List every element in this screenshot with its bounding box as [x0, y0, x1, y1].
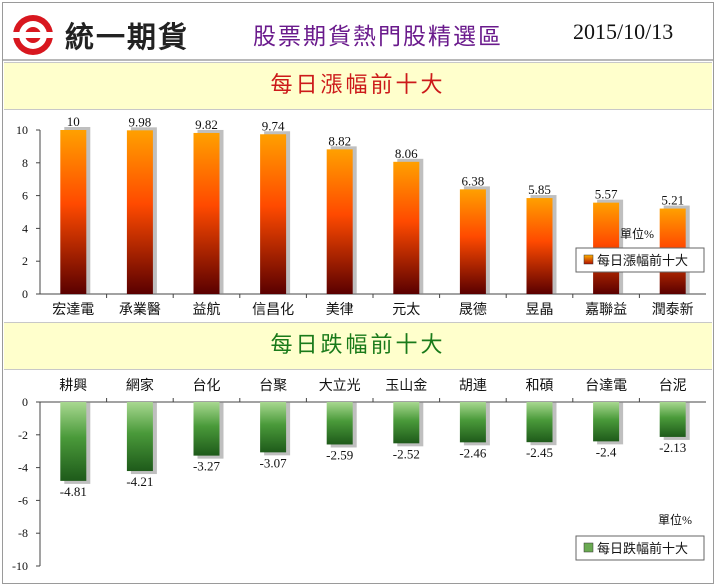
y-tick-label: 4: [22, 221, 28, 235]
value-label: -4.21: [126, 474, 153, 489]
value-label: -2.52: [393, 446, 420, 461]
value-label: -3.07: [260, 455, 288, 470]
bar-大立光: [326, 402, 353, 445]
bar-元太: [393, 161, 420, 294]
value-label: -2.59: [326, 447, 353, 462]
value-label: -2.46: [459, 445, 487, 460]
value-label: 5.21: [661, 193, 684, 208]
y-tick-label: -2: [18, 428, 28, 442]
category-label: 元太: [392, 302, 420, 318]
bar-胡連: [459, 402, 486, 443]
category-label: 嘉聯益: [585, 302, 627, 318]
bar-玉山金: [393, 402, 420, 444]
bar-承業醫: [126, 130, 153, 294]
category-label: 網家: [126, 377, 154, 394]
category-label: 承業醫: [119, 302, 161, 318]
bar-益航: [193, 132, 220, 294]
gainers-title: 每日漲幅前十大: [4, 62, 712, 110]
y-tick-label: 8: [22, 156, 28, 170]
category-label: 胡連: [459, 378, 487, 394]
brand-name: 統一期貨: [65, 20, 190, 54]
y-tick-label: -4: [18, 461, 28, 475]
category-label: 大立光: [319, 378, 361, 394]
bar-網家: [126, 402, 153, 472]
category-label: 美律: [326, 302, 354, 318]
header: 統一期貨 股票期貨熱門股精選區 2015/10/13: [3, 3, 713, 61]
value-label: -3.27: [193, 459, 221, 474]
y-tick-label: -8: [18, 526, 28, 540]
value-label: 10: [67, 114, 80, 129]
legend-swatch: [583, 254, 594, 265]
category-label: 台聚: [259, 378, 287, 394]
page-title: 股票期貨熱門股精選區: [253, 24, 503, 50]
bar-台達電: [593, 402, 620, 442]
unit-label: 單位%: [620, 226, 654, 241]
category-label: 台化: [193, 378, 221, 394]
category-label: 耕興: [59, 377, 87, 394]
bar-和碩: [526, 402, 553, 443]
legend-box: [575, 535, 705, 561]
value-label: 5.57: [595, 187, 618, 202]
bar-晟德: [459, 189, 486, 294]
losers-chart: 0 -2 -4 -6 -8 -10 耕興 -4.81 網家 -4.21 台化 -3.27 台聚 -3.07…: [12, 377, 706, 573]
category-label: 昱晶: [526, 303, 554, 318]
bar-信昌化: [260, 134, 287, 294]
y-tick-label: 0: [22, 395, 28, 409]
y-tick-label: -6: [18, 493, 28, 507]
value-label: 9.74: [262, 118, 285, 133]
report-date: 2015/10/13: [573, 19, 674, 44]
value-label: 8.82: [328, 133, 351, 148]
category-label: 潤泰新: [652, 302, 694, 318]
y-tick-label: 10: [16, 123, 28, 137]
losers-title: 每日跌幅前十大: [4, 322, 712, 370]
bar-昱晶: [526, 198, 553, 294]
bar-宏達電: [60, 130, 87, 294]
bar-台化: [193, 402, 220, 456]
value-label: 5.85: [528, 182, 551, 197]
y-tick-label: 2: [22, 254, 28, 268]
y-tick-label: -10: [12, 559, 28, 573]
legend-box: [575, 247, 705, 273]
value-label: -4.81: [60, 484, 87, 499]
category-label: 益航: [193, 302, 221, 318]
legend-label: 每日漲幅前十大: [597, 253, 688, 268]
bar-台聚: [260, 402, 287, 453]
value-label: 6.38: [462, 173, 485, 188]
bar-美律: [326, 149, 353, 294]
y-tick-label: 6: [22, 189, 28, 203]
bar-台泥: [659, 402, 686, 437]
value-label: 9.82: [195, 117, 218, 132]
unit-label: 單位%: [658, 512, 692, 527]
category-label: 晟德: [459, 302, 487, 318]
value-label: -2.45: [526, 445, 553, 460]
category-label: 和碩: [526, 378, 554, 394]
bar-耕興: [60, 402, 87, 481]
value-label: 8.06: [395, 146, 418, 161]
value-label: 9.98: [129, 114, 152, 129]
legend-label: 每日跌幅前十大: [597, 541, 688, 556]
logo-bar: [9, 32, 57, 38]
category-label: 台泥: [659, 378, 687, 394]
legend-swatch: [583, 542, 594, 553]
value-label: -2.4: [596, 444, 617, 459]
gainers-chart: 0 2 4 6 8 10 10 宏達電 9.98 承業醫 9.82 益航 9.74 信昌化 8.82 美律 8.…: [16, 114, 706, 318]
category-label: 信昌化: [252, 302, 294, 318]
category-label: 玉山金: [385, 378, 427, 394]
value-label: -2.13: [659, 440, 686, 455]
category-label: 台達電: [585, 378, 627, 394]
y-tick-label: 0: [22, 287, 28, 301]
category-label: 宏達電: [52, 302, 94, 318]
